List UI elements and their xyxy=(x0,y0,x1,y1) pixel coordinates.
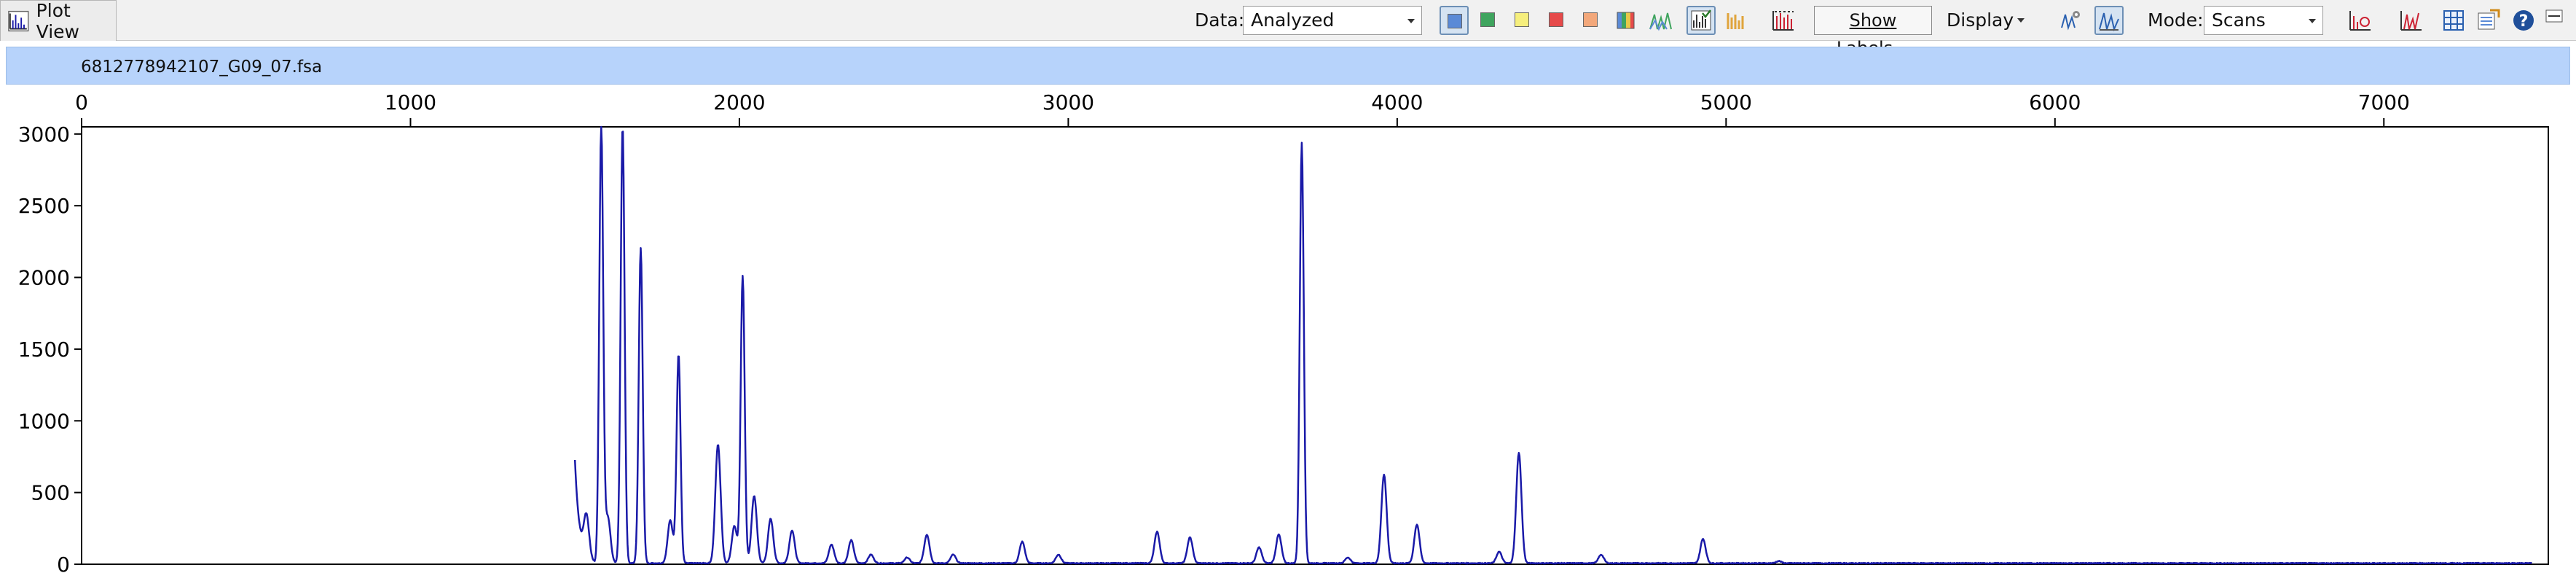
x-tick-label: 2000 xyxy=(713,90,765,114)
minimize-icon xyxy=(2545,9,2563,23)
plot-frame xyxy=(81,126,2549,565)
trace-line xyxy=(573,125,2532,565)
stack-view-toggle[interactable] xyxy=(1686,6,1716,35)
color-green-toggle[interactable] xyxy=(1474,6,1503,35)
y-tick-label: 3000 xyxy=(18,122,70,147)
help-button[interactable]: ? xyxy=(2509,6,2538,35)
peak-mode-icon xyxy=(2099,12,2119,32)
bars-icon xyxy=(1727,13,1744,29)
red-swatch-icon xyxy=(1549,12,1563,27)
x-axis: 0 1000 2000 3000 4000 5000 6000 7000 xyxy=(75,90,2410,127)
full-view-icon xyxy=(2400,11,2422,31)
overlay-peaks-button[interactable] xyxy=(1646,6,1676,35)
mode-select-value: Scans xyxy=(2212,9,2266,31)
color-blue-toggle[interactable] xyxy=(1440,6,1469,35)
peak-settings-icon xyxy=(2061,11,2080,31)
data-label: Data: xyxy=(1195,9,1245,31)
x-tick-label: 0 xyxy=(75,90,88,114)
full-view-button[interactable] xyxy=(2397,6,2426,35)
chevron-down-icon xyxy=(2309,19,2316,23)
y-axis: 0 500 1000 1500 2000 2500 3000 xyxy=(18,122,82,577)
show-labels-button[interactable]: Show Labels... xyxy=(1814,6,1932,58)
y-tick-label: 1000 xyxy=(18,409,70,433)
size-standard-button[interactable] xyxy=(1769,6,1798,35)
y-tick-label: 500 xyxy=(31,481,70,505)
grid-icon xyxy=(2443,10,2464,31)
blue-swatch-icon xyxy=(1448,14,1462,28)
peak-settings-button[interactable] xyxy=(2056,6,2085,35)
size-standard-icon xyxy=(1772,11,1794,31)
plot-view-label: Plot View xyxy=(36,0,79,42)
all-colors-icon xyxy=(1617,12,1635,29)
y-tick-label: 2500 xyxy=(18,194,70,218)
data-select-value: Analyzed xyxy=(1251,9,1335,31)
orange-swatch-icon xyxy=(1583,12,1598,27)
mode-select[interactable]: Scans xyxy=(2204,6,2323,35)
x-tick-label: 3000 xyxy=(1042,90,1094,114)
yellow-swatch-icon xyxy=(1515,12,1529,27)
help-icon: ? xyxy=(2513,10,2534,31)
export-icon xyxy=(2478,9,2500,30)
stack-view-icon xyxy=(1691,9,1711,31)
color-yellow-toggle[interactable] xyxy=(1508,6,1537,35)
green-swatch-icon xyxy=(1480,12,1495,27)
x-tick-label: 7000 xyxy=(2358,90,2410,114)
x-tick-label: 6000 xyxy=(2029,90,2081,114)
color-red-toggle[interactable] xyxy=(1542,6,1571,35)
plot-view-icon xyxy=(8,10,29,31)
export-button[interactable] xyxy=(2474,6,2503,35)
plot-view-tab[interactable]: Plot View xyxy=(0,0,117,42)
grid-layout-button[interactable] xyxy=(2439,6,2468,35)
toolbar: Plot View Data: Analyzed xyxy=(0,0,2576,58)
minimize-button[interactable] xyxy=(2544,6,2566,35)
all-colors-toggle[interactable] xyxy=(1611,6,1640,35)
file-name: 6812778942107_G09_07.fsa xyxy=(81,58,323,77)
overlay-peaks-icon xyxy=(1649,12,1672,31)
peak-mode-toggle[interactable] xyxy=(2094,6,2124,35)
y-tick-label: 1500 xyxy=(18,338,70,362)
electropherogram-plot[interactable]: 0 1000 2000 3000 4000 5000 6000 7000 0 500 1000 15… xyxy=(0,85,2576,581)
display-menu[interactable]: Display xyxy=(1947,9,2014,31)
chevron-down-icon xyxy=(1407,19,1415,23)
svg-text:?: ? xyxy=(2519,12,2529,31)
mode-label: Mode: xyxy=(2148,9,2204,31)
x-tick-label: 5000 xyxy=(1700,90,1752,114)
y-tick-label: 0 xyxy=(57,553,70,577)
reset-zoom-button[interactable] xyxy=(2346,6,2375,35)
data-select[interactable]: Analyzed xyxy=(1243,6,1422,35)
color-orange-toggle[interactable] xyxy=(1576,6,1606,35)
reset-zoom-icon xyxy=(2349,11,2371,31)
file-header[interactable]: 6812778942107_G09_07.fsa xyxy=(6,47,2570,85)
y-tick-label: 2000 xyxy=(18,266,70,290)
display-chevron-icon[interactable] xyxy=(2015,15,2027,26)
x-tick-label: 4000 xyxy=(1371,90,1423,114)
x-tick-label: 1000 xyxy=(385,90,436,114)
bars-view-button[interactable] xyxy=(1721,6,1750,35)
